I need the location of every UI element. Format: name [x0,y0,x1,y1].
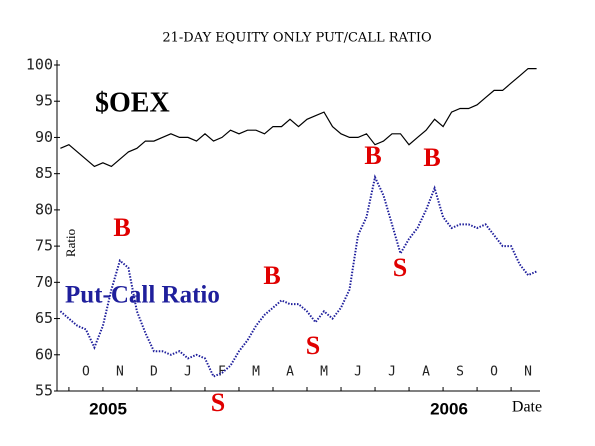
x-tick-label: J [388,365,396,380]
y-tick-label: 90 [35,128,53,146]
y-tick-label: 65 [35,309,53,327]
buy-signal: B [423,143,440,172]
x-tick-label: O [82,365,90,380]
year-label: 2006 [430,399,468,418]
y-tick-label: 55 [35,382,53,400]
sell-signal: S [393,253,407,282]
year-label: 2005 [89,399,127,418]
x-tick-label: A [286,365,294,380]
y-tick-label: 85 [35,164,53,182]
buy-signal: B [263,261,280,290]
y-tick-label: 70 [35,273,53,291]
y-tick-label: 80 [35,200,53,218]
x-tick-label: O [490,365,498,380]
x-tick-label: A [422,365,430,380]
y-tick-label: 95 [35,92,53,110]
series-label: $OEX [95,87,170,118]
x-tick-label: J [184,365,192,380]
y-tick-label: 60 [35,345,53,363]
x-tick-label: S [456,365,464,380]
y-tick-label: 75 [35,237,53,255]
x-axis-label: Date [512,399,542,416]
chart-title: 21-DAY EQUITY ONLY PUT/CALL RATIO [162,31,431,46]
x-tick-label: J [354,365,362,380]
series-line [59,174,537,378]
buy-signal: B [113,213,130,242]
x-tick-label: N [116,365,124,380]
x-tick-label: M [252,365,260,380]
sell-signal: S [306,331,320,360]
y-tick-label: 100 [26,56,53,74]
series-line [60,67,537,168]
x-tick-label: N [524,365,532,380]
x-tick-label: M [320,365,328,380]
x-tick-label: D [150,365,158,380]
y-axis-label: Ratio [63,229,78,257]
series-label: Put-Call Ratio [65,282,220,309]
buy-signal: B [364,141,381,170]
sell-signal: S [211,388,225,417]
